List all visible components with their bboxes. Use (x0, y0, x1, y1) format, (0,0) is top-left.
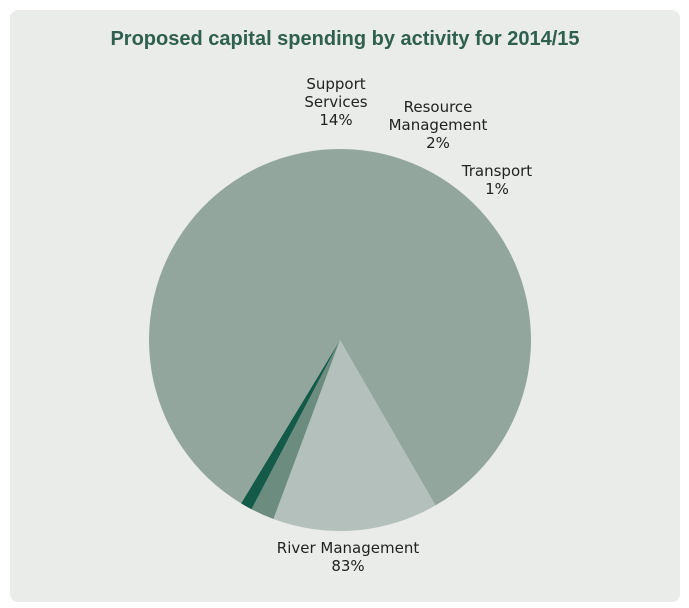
pie-slice-1 (251, 340, 340, 520)
chart-title: Proposed capital spending by activity fo… (110, 28, 580, 50)
slice-label-0: Support Services 14% (304, 75, 367, 129)
pie-slices (149, 148, 532, 531)
pie-slice-2 (241, 340, 340, 510)
slice-label-3: River Management 83% (277, 539, 420, 575)
pie-slice-0 (273, 340, 436, 531)
pie-labels: Support Services 14% Resource Management 2% Tr… (277, 75, 533, 575)
pie-slice-3 (149, 148, 532, 506)
slice-label-1: Resource Management 2% (389, 98, 488, 152)
slice-label-2: Transport 1% (461, 162, 533, 198)
